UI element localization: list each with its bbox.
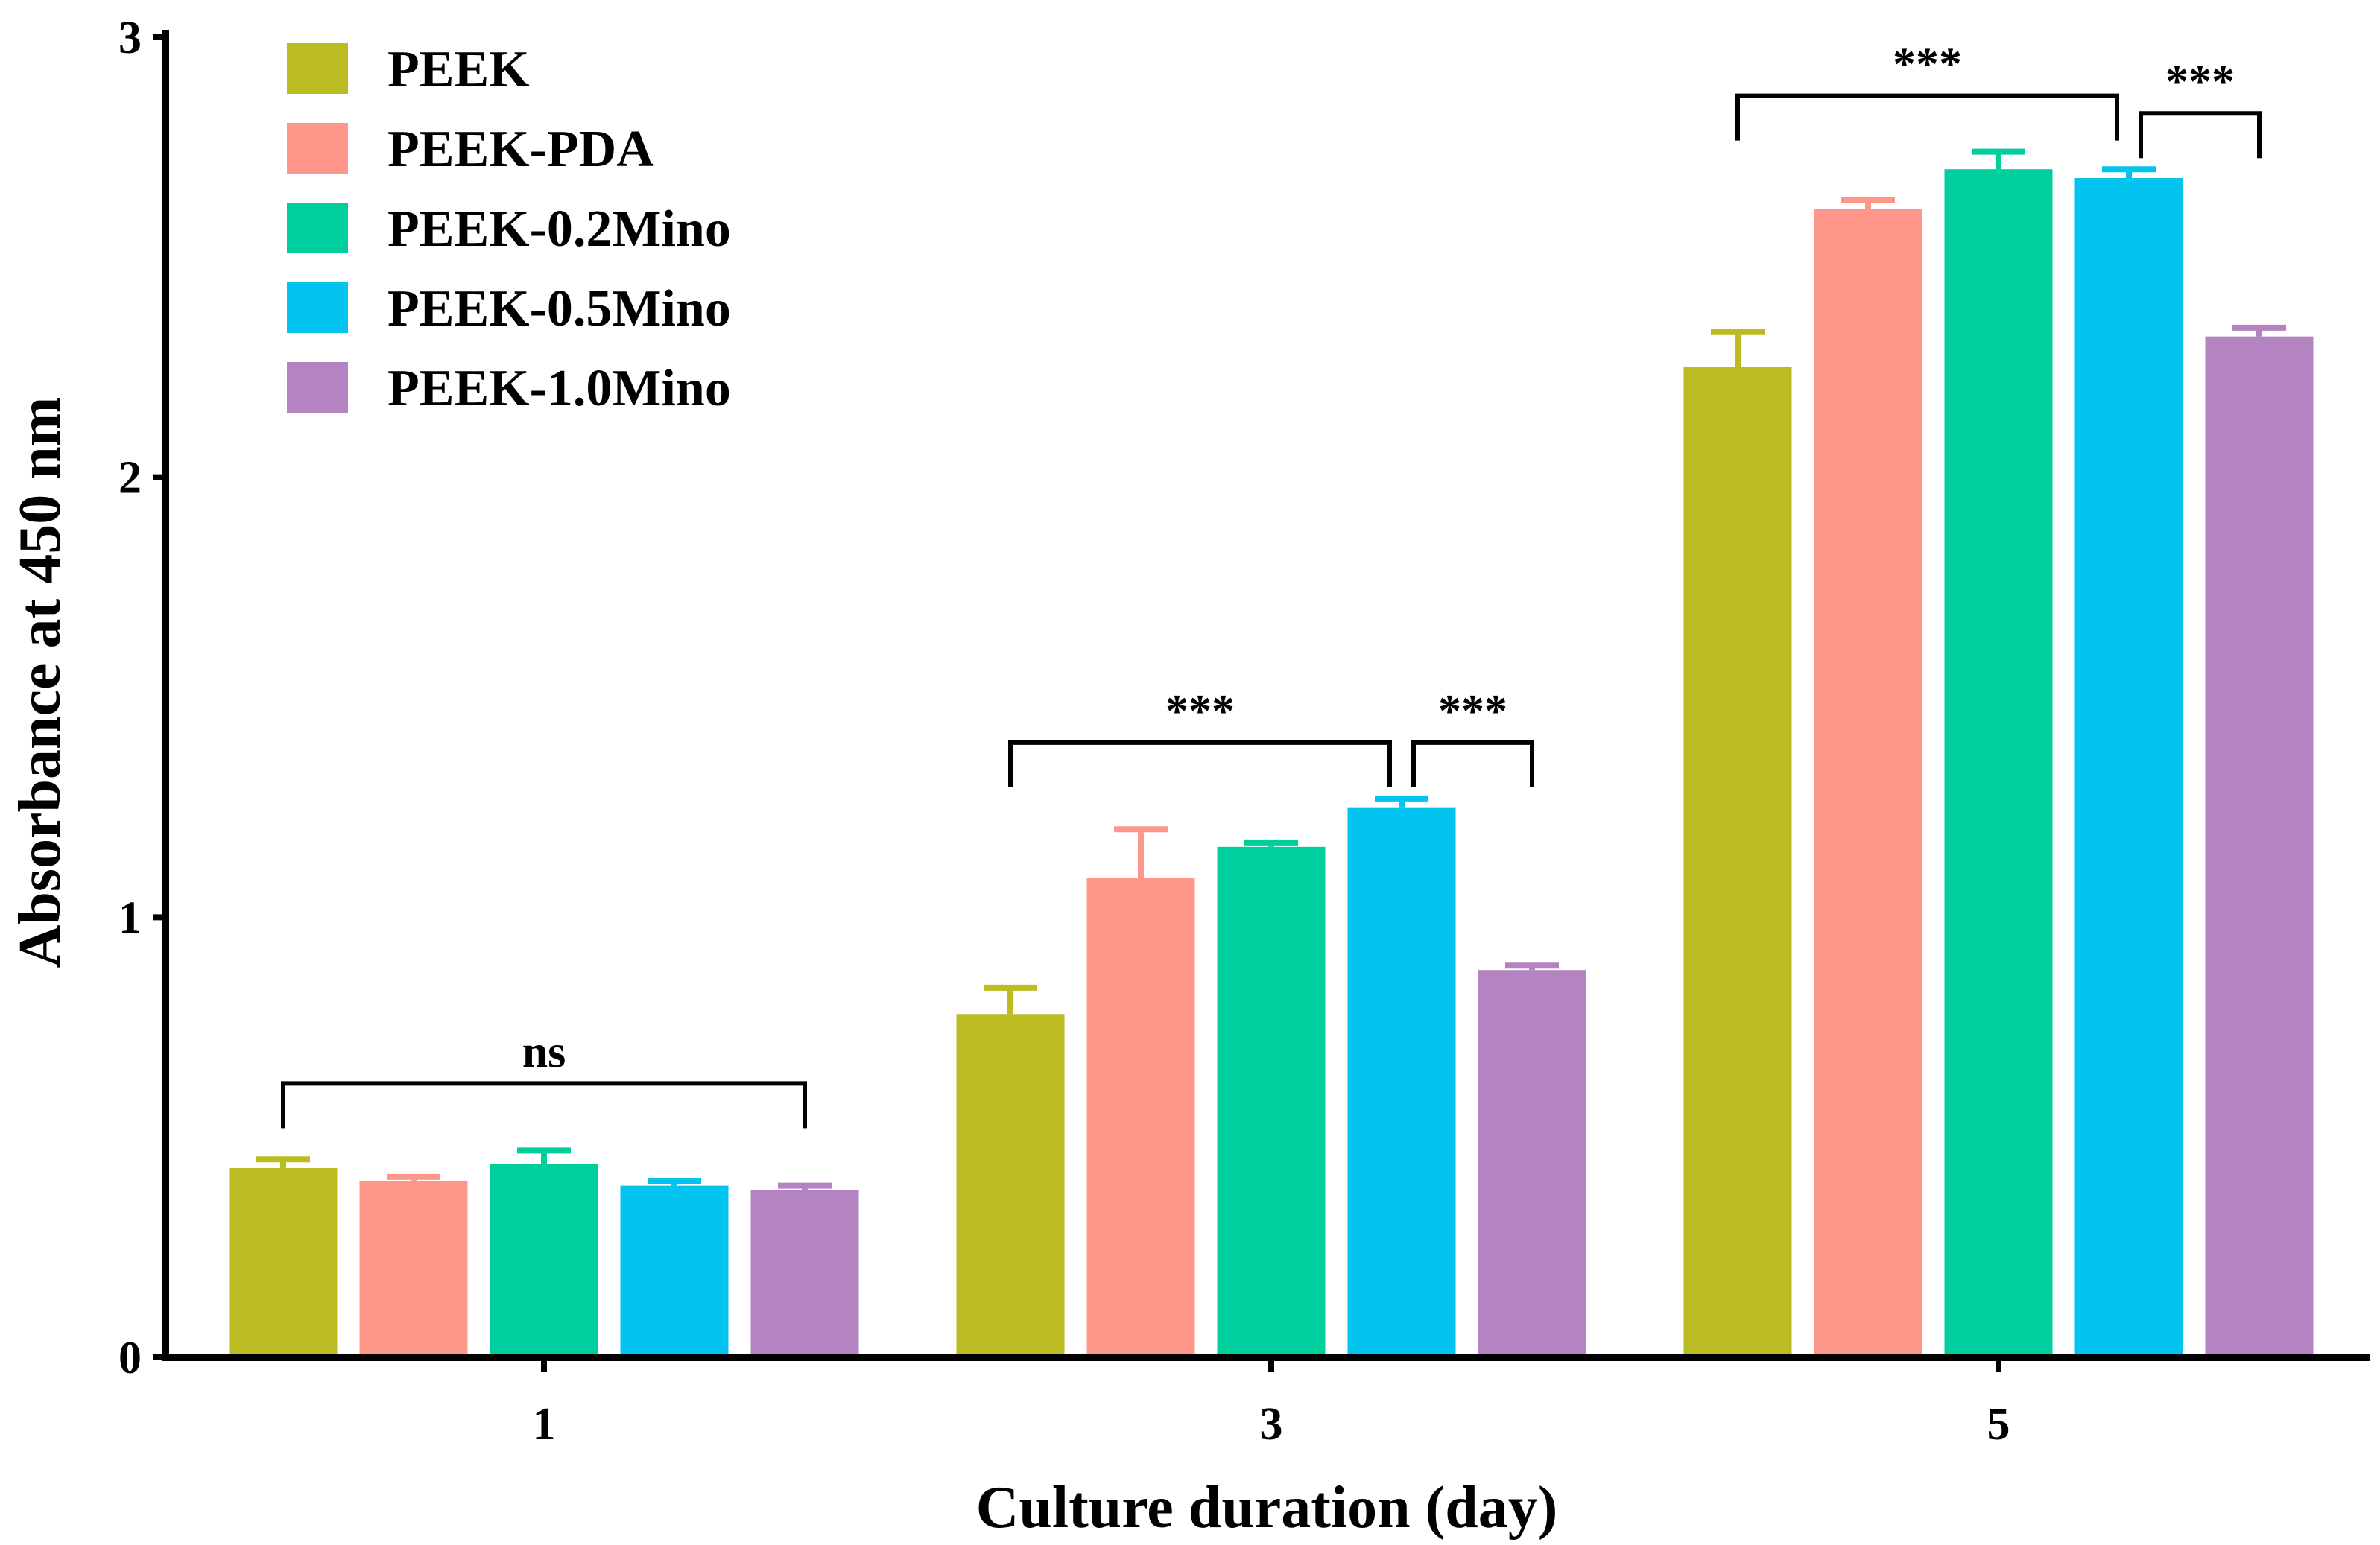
y-tick-label: 0 [118, 1333, 142, 1383]
legend: PEEK PEEK-PDA PEEK-0.2Mino PEEK-0.5Mino PEEK… [287, 41, 731, 417]
significance-bracket [1008, 740, 1392, 787]
significance-label: ns [522, 1027, 566, 1077]
x-tick-label: 5 [1987, 1399, 2010, 1450]
legend-label: PEEK-PDA [387, 121, 654, 178]
significance-label: *** [1893, 39, 1962, 90]
bar-peek-1-0mino-day-3 [1478, 970, 1586, 1357]
bar-peek-day-3 [956, 1014, 1065, 1357]
bar-peek-0-2mino-day-1 [490, 1164, 598, 1357]
ticks-layer: 0 1 2 3 1 3 5 [118, 13, 2010, 1450]
y-tick-label: 1 [118, 892, 142, 943]
legend-swatch [287, 123, 348, 174]
x-tick-label: 3 [1260, 1399, 1283, 1450]
significance-bracket [1411, 740, 1534, 787]
y-tick-label: 3 [118, 13, 142, 63]
legend-label: PEEK-0.5Mino [387, 280, 731, 337]
bar-peek-0-5mino-day-5 [2074, 178, 2183, 1358]
axes-layer [162, 30, 2370, 1361]
legend-swatch [287, 282, 348, 333]
bar-peek-pda-day-5 [1814, 209, 1922, 1357]
x-axis-title: Culture duration (day) [976, 1475, 1558, 1541]
legend-label: PEEK-1.0Mino [387, 360, 731, 417]
bar-peek-0-2mino-day-5 [1944, 169, 2053, 1358]
significance-bracket [1735, 93, 2119, 141]
legend-label: PEEK-0.2Mino [387, 200, 731, 258]
y-axis-title: Absorbance at 450 nm [7, 397, 73, 968]
bar-peek-1-0mino-day-5 [2205, 336, 2314, 1357]
legend-swatch [287, 203, 348, 253]
x-tick-label: 1 [533, 1399, 556, 1450]
legend-swatch [287, 362, 348, 413]
legend-swatch [287, 43, 348, 94]
significance-bracket [281, 1081, 807, 1129]
y-tick-label: 2 [118, 453, 142, 504]
significance-bracket [2139, 111, 2262, 159]
bars-layer [229, 148, 2314, 1358]
bar-peek-day-5 [1683, 367, 1792, 1357]
legend-label: PEEK [387, 41, 530, 98]
significance-label: *** [2165, 57, 2235, 107]
bar-peek-pda-day-3 [1086, 878, 1195, 1357]
significance-layer: ns *** *** *** *** [281, 39, 2262, 1129]
significance-label: *** [1438, 686, 1507, 737]
bar-peek-0-2mino-day-3 [1217, 846, 1326, 1357]
bar-peek-0-5mino-day-3 [1347, 807, 1456, 1357]
significance-label: *** [1165, 686, 1235, 737]
bar-peek-pda-day-1 [359, 1181, 468, 1357]
bar-peek-0-5mino-day-1 [620, 1185, 729, 1357]
bar-peek-day-1 [229, 1168, 338, 1357]
bar-peek-1-0mino-day-1 [750, 1190, 859, 1357]
